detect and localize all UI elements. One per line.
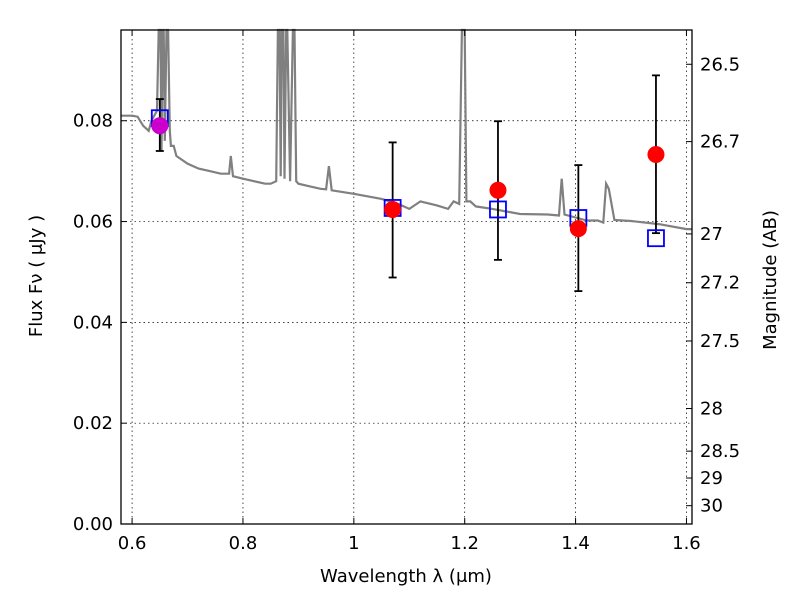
observed-flux-point xyxy=(647,146,665,164)
x-tick-label: 0.8 xyxy=(229,533,258,554)
model-photometry-square xyxy=(489,200,507,219)
model-photometry-square xyxy=(647,229,665,248)
model-spectrum-line xyxy=(121,28,692,231)
magnitude-tick-label: 27.2 xyxy=(700,273,740,294)
magnitude-axis-ticks: 26.5 26.7 27 27.2 27.5 28 28.5 29 30 xyxy=(686,54,740,517)
magnitude-tick-label: 30 xyxy=(700,496,723,517)
observed-flux-point xyxy=(151,117,169,135)
x-axis-label: Wavelength λ (μm) xyxy=(320,566,492,587)
y-tick-label: 0.06 xyxy=(73,212,113,233)
y-tick-label: 0.04 xyxy=(73,312,113,333)
grid-lines xyxy=(121,30,692,524)
magnitude-tick-label: 27.5 xyxy=(700,331,740,352)
error-bars xyxy=(155,74,660,293)
y-tick-label: 0.02 xyxy=(73,413,113,434)
x-tick-label: 1 xyxy=(348,533,359,554)
y-axis-ticks: 0.00 0.02 0.04 0.06 0.08 xyxy=(73,111,127,535)
magnitude-axis-label: Magnitude (AB) xyxy=(760,210,781,350)
x-tick-label: 1.2 xyxy=(450,533,479,554)
x-tick-label: 1.6 xyxy=(672,533,701,554)
observed-flux-point xyxy=(384,200,402,218)
magnitude-tick-label: 28 xyxy=(700,399,723,420)
plot-frame xyxy=(120,29,693,525)
x-axis-ticks: 0.6 0.8 1 1.2 1.4 1.6 xyxy=(118,30,701,554)
magnitude-tick-label: 26.5 xyxy=(700,54,740,75)
magnitude-tick-label: 28.5 xyxy=(700,441,740,462)
y-tick-label: 0.08 xyxy=(73,111,113,132)
observed-flux-point xyxy=(489,181,507,199)
magnitude-tick-label: 27 xyxy=(700,224,723,245)
observed-flux-markers xyxy=(151,117,665,238)
y-axis-label: Flux Fν ( μJy ) xyxy=(26,215,47,337)
magnitude-tick-label: 29 xyxy=(700,468,723,489)
magnitude-tick-label: 26.7 xyxy=(700,132,740,153)
model-photometry-markers xyxy=(150,109,665,248)
y-tick-label: 0.00 xyxy=(73,514,113,535)
x-tick-label: 0.6 xyxy=(118,533,147,554)
x-tick-label: 1.4 xyxy=(561,533,590,554)
observed-flux-point xyxy=(569,220,587,238)
